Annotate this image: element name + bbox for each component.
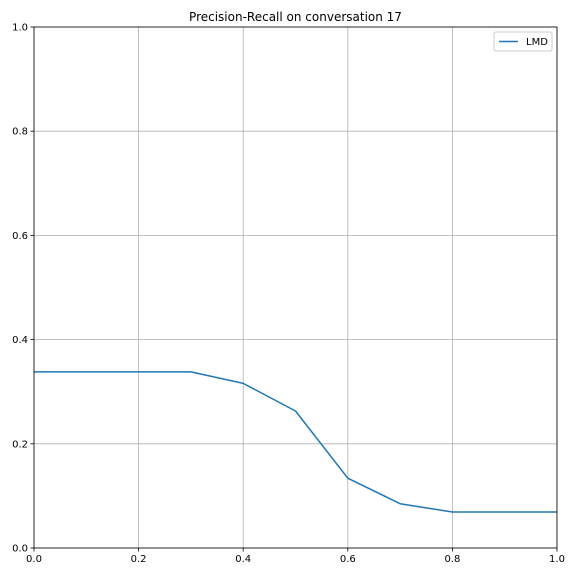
x-tick-label: 1.0 (549, 554, 565, 565)
y-tick-label: 0.8 (12, 127, 28, 138)
legend-box (493, 31, 553, 52)
x-tick-label: 0.8 (444, 554, 460, 565)
series-lines (34, 371, 557, 513)
x-tick-label: 0.0 (26, 554, 42, 565)
legend-label: LMD (526, 37, 548, 48)
y-axis: 0.0 0.2 0.4 0.6 0.8 1.0 (12, 23, 34, 555)
axes-frame (33, 26, 558, 549)
y-tick-label: 0.6 (12, 231, 28, 242)
plot-area (33, 26, 558, 549)
y-tick-label: 0.0 (12, 544, 28, 555)
y-tick-label: 1.0 (12, 23, 28, 34)
series-line-lmd (34, 371, 557, 513)
chart-title: Precision-Recall on conversation 17 (189, 10, 402, 24)
legend: LMD (493, 31, 553, 52)
plot-background (34, 27, 557, 548)
y-tick-label: 0.2 (12, 439, 28, 450)
y-tick-label: 0.4 (12, 335, 28, 346)
grid-lines (33, 26, 558, 549)
x-axis: 0.0 0.2 0.4 0.6 0.8 1.0 (26, 548, 565, 565)
x-tick-label: 0.2 (131, 554, 147, 565)
x-tick-label: 0.6 (340, 554, 356, 565)
x-tick-label: 0.4 (235, 554, 251, 565)
